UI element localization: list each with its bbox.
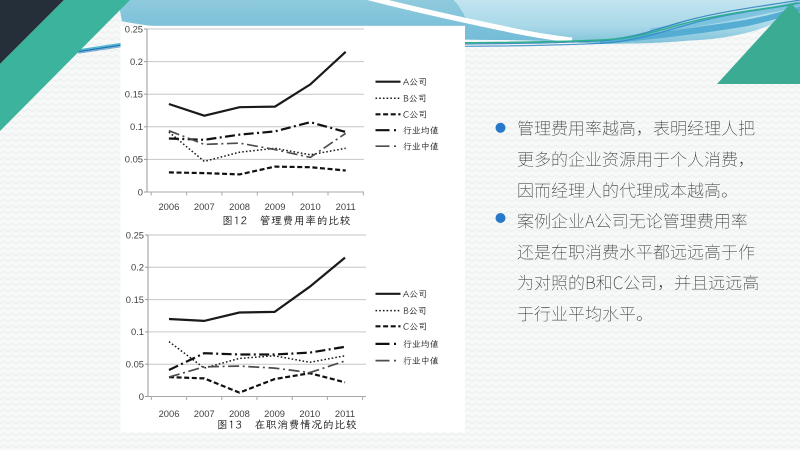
svg-text:2006: 2006 [159,408,180,419]
svg-text:2010: 2010 [299,408,320,419]
svg-text:2009: 2009 [265,201,286,212]
svg-text:2010: 2010 [300,201,321,212]
svg-text:0.25: 0.25 [125,23,143,34]
svg-text:0.25: 0.25 [126,229,144,240]
svg-text:2008: 2008 [229,408,250,419]
svg-text:2011: 2011 [336,201,356,212]
svg-text:0.05: 0.05 [125,154,143,165]
svg-text:2009: 2009 [264,408,285,419]
svg-text:0.2: 0.2 [130,56,143,67]
svg-text:2007: 2007 [194,408,215,419]
svg-text:0.15: 0.15 [126,294,144,305]
svg-text:0.15: 0.15 [125,89,143,100]
svg-text:0: 0 [139,391,144,402]
svg-text:0.2: 0.2 [131,262,144,273]
svg-text:2006: 2006 [158,201,179,212]
svg-text:2011: 2011 [335,408,355,419]
svg-text:2008: 2008 [229,201,250,212]
svg-text:0: 0 [138,186,143,197]
svg-text:2007: 2007 [194,201,215,212]
svg-text:0.05: 0.05 [126,359,144,370]
svg-text:0.1: 0.1 [131,326,144,337]
svg-text:0.1: 0.1 [130,121,143,132]
